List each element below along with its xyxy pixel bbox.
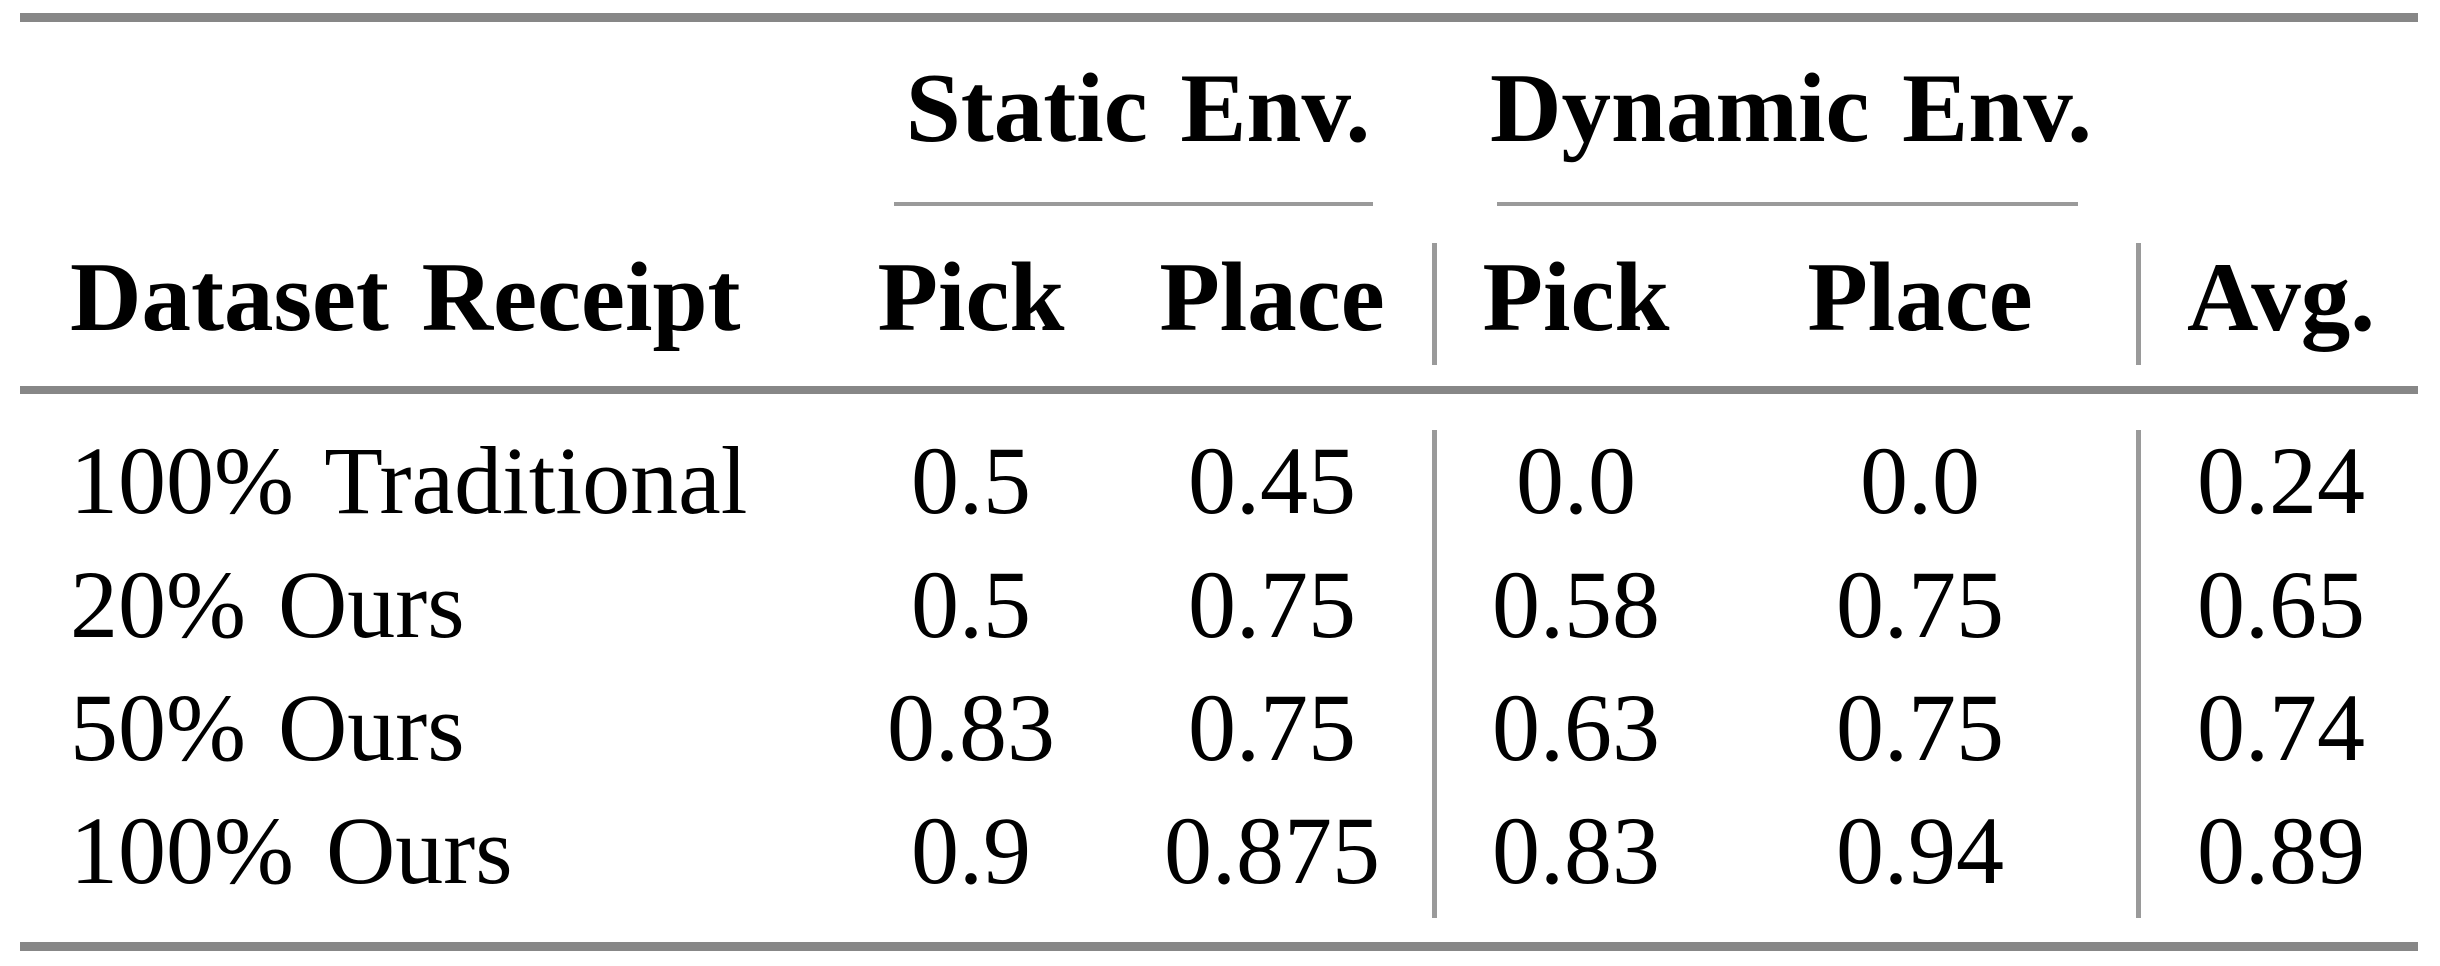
dynamic-env-underline-rule [1497,202,2078,206]
table-cell: 0.9 [911,797,1031,904]
table-cell: 0.83 [887,674,1055,781]
row-label: 20% Ours [70,551,465,658]
table-cell: 0.24 [2197,427,2365,534]
bottom-rule [20,942,2418,951]
col-header-static-place: Place [1159,242,1385,352]
table-row: 100% Ours 0.9 0.875 0.83 0.94 0.89 [0,791,2440,911]
column-separator-line [2136,243,2141,365]
row-label: 50% Ours [70,674,465,781]
table-cell: 0.75 [1188,674,1356,781]
header-separator-rule [20,386,2418,394]
top-rule [20,13,2418,22]
table-row: 20% Ours 0.5 0.75 0.58 0.75 0.65 [0,545,2440,665]
table-cell: 0.45 [1188,427,1356,534]
table-cell: 0.75 [1836,551,2004,658]
column-separator-line [1432,243,1437,365]
col-header-avg: Avg. [2187,242,2375,352]
table-cell: 0.875 [1164,797,1380,904]
column-header-row: Dataset Receipt Pick Place Pick Place Av… [0,237,2440,357]
table-cell: 0.74 [2197,674,2365,781]
group-header-dynamic-env: Dynamic Env. [1489,53,2093,163]
table-cell: 0.58 [1492,551,1660,658]
static-env-underline-rule [894,202,1373,206]
table-cell: 0.83 [1492,797,1660,904]
table-cell: 0.94 [1836,797,2004,904]
column-separator-line [1432,430,1437,918]
table-cell: 0.63 [1492,674,1660,781]
row-label: 100% Ours [70,797,513,904]
col-header-dynamic-place: Place [1807,242,2033,352]
table-row: 100% Traditional 0.5 0.45 0.0 0.0 0.24 [0,421,2440,541]
table-cell: 0.5 [911,427,1031,534]
table-cell: 0.75 [1836,674,2004,781]
table-cell: 0.0 [1860,427,1980,534]
row-label: 100% Traditional [70,427,748,534]
group-header-row: Static Env. Dynamic Env. [0,48,2440,168]
table-cell: 0.65 [2197,551,2365,658]
column-separator-line [2136,430,2141,918]
table-cell: 0.75 [1188,551,1356,658]
table-cell: 0.89 [2197,797,2365,904]
col-header-dynamic-pick: Pick [1482,242,1670,352]
table-row: 50% Ours 0.83 0.75 0.63 0.75 0.74 [0,668,2440,788]
table-cell: 0.0 [1516,427,1636,534]
col-header-static-pick: Pick [877,242,1065,352]
group-header-static-env: Static Env. [905,53,1371,163]
col-header-dataset-receipt: Dataset Receipt [70,242,741,352]
table-cell: 0.5 [911,551,1031,658]
